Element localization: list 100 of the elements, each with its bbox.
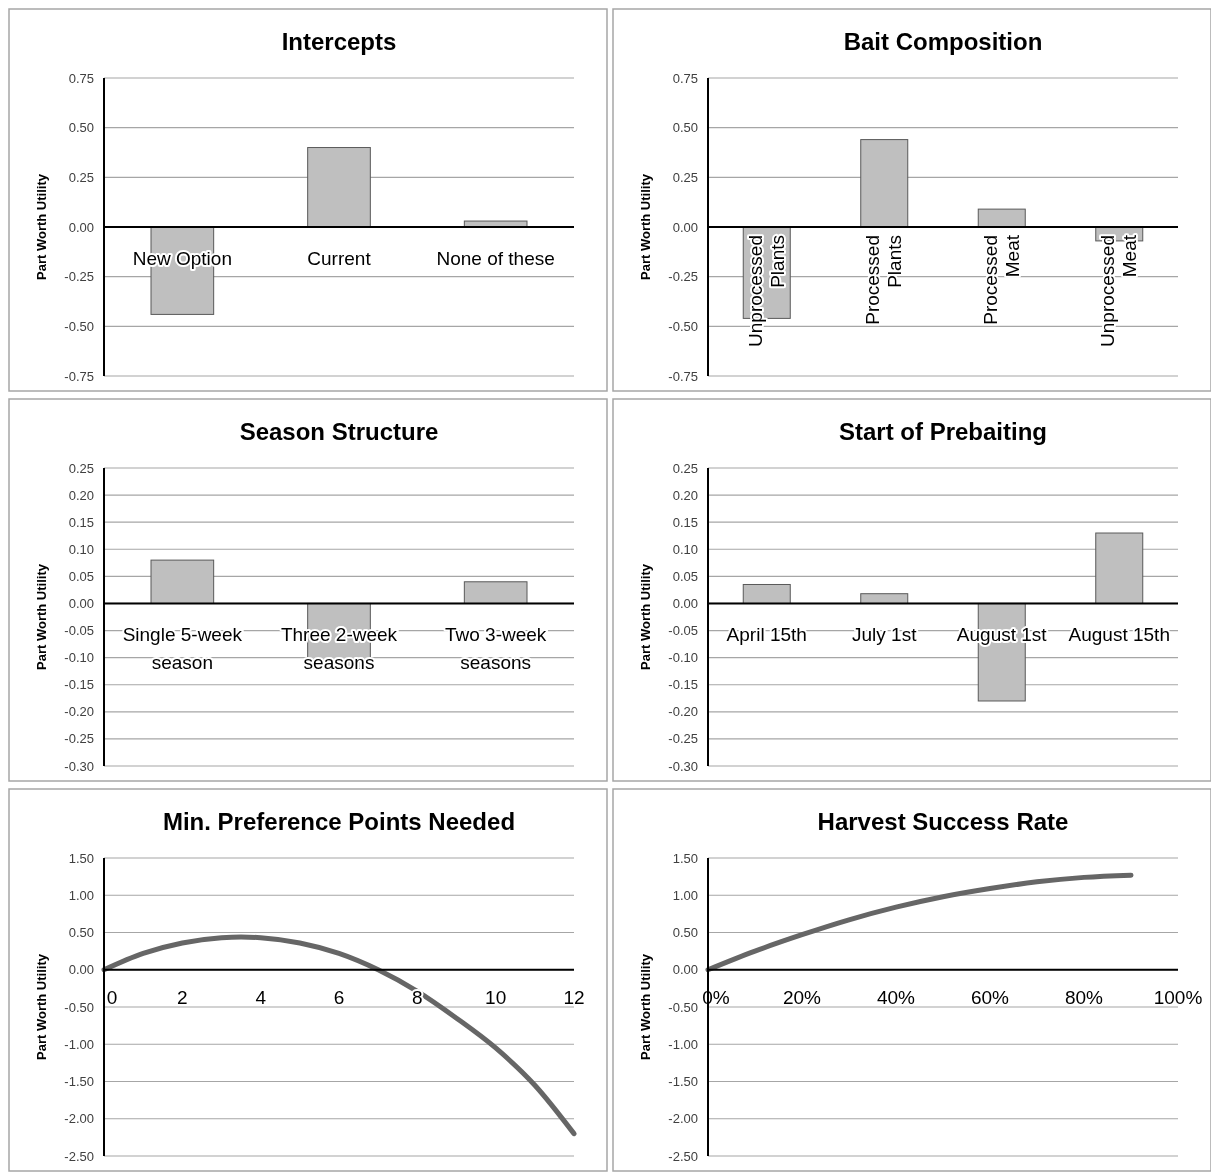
y-tick-label: 0.05: [68, 568, 94, 584]
y-tick-label: 1.50: [68, 850, 94, 866]
y-tick-label: 0.00: [68, 596, 94, 611]
y-axis-title: Part Worth Utility: [638, 173, 653, 280]
x-tick-label: 100%: [1153, 986, 1203, 1008]
y-tick-label: 0.25: [68, 169, 94, 185]
y-tick-label: 0.00: [672, 962, 698, 978]
x-tick-label: April 15th: [726, 624, 807, 646]
y-tick-label: -0.25: [64, 731, 94, 747]
y-tick-label: -0.15: [64, 677, 94, 693]
y-tick-label: 0.50: [672, 925, 698, 941]
chart-title: Start of Prebaiting: [838, 418, 1048, 445]
y-tick-label: -0.30: [668, 758, 698, 774]
y-axis-title: Part Worth Utility: [34, 953, 49, 1060]
x-tick-label: 10: [485, 986, 507, 1008]
y-tick-label: 0.75: [68, 70, 94, 86]
y-tick-label: -0.20: [668, 704, 698, 720]
y-tick-label: -0.75: [668, 368, 698, 384]
chart-title: Bait Composition: [843, 28, 1043, 55]
y-tick-label: 1.50: [672, 850, 698, 866]
x-tick-label: 8: [412, 986, 423, 1008]
y-tick-label: 0.25: [672, 460, 698, 476]
y-tick-label: 1.00: [68, 887, 94, 903]
y-tick-label: -0.50: [64, 999, 94, 1015]
y-axis-title: Part Worth Utility: [638, 563, 653, 670]
x-tick-label: Three 2-week seasons: [280, 624, 398, 674]
y-tick-label: 0.10: [68, 541, 94, 557]
bar: [150, 559, 215, 604]
y-tick-label: 0.50: [68, 120, 94, 136]
x-tick-label: August 1st: [956, 624, 1048, 646]
x-tick-label: 60%: [970, 986, 1010, 1008]
y-tick-label: 0.25: [68, 460, 94, 476]
y-tick-label: -0.10: [668, 650, 698, 666]
y-axis-title: Part Worth Utility: [34, 563, 49, 670]
y-tick-label: 0.00: [672, 219, 698, 235]
y-tick-label: -0.05: [668, 623, 698, 639]
bar: [977, 208, 1026, 228]
x-tick-label: 6: [333, 986, 345, 1008]
y-tick-label: 0.50: [672, 120, 698, 136]
y-tick-label: -2.50: [668, 1148, 698, 1164]
y-tick-label: -2.50: [64, 1148, 94, 1164]
chart-title: Harvest Success Rate: [817, 808, 1069, 835]
y-tick-label: -0.15: [668, 677, 698, 693]
y-tick-label: -1.50: [64, 1074, 94, 1090]
x-tick-label: None of these: [436, 248, 555, 269]
x-tick-label: 12: [563, 986, 585, 1008]
y-tick-label: 0.05: [672, 568, 698, 584]
y-tick-label: 0.00: [68, 219, 94, 235]
y-tick-label: 1.00: [672, 887, 698, 903]
y-tick-label: -1.00: [64, 1036, 94, 1052]
y-axis-title: Part Worth Utility: [638, 953, 653, 1060]
bar: [860, 139, 909, 228]
y-tick-label: -0.25: [64, 269, 94, 285]
y-tick-label: -0.50: [668, 999, 698, 1015]
x-tick-label: Processed Plants: [862, 235, 906, 325]
x-tick-label: Current: [307, 248, 372, 269]
y-tick-label: 0.15: [68, 514, 94, 530]
bar: [307, 147, 371, 228]
x-tick-label: 4: [255, 986, 267, 1008]
y-tick-label: 0.20: [672, 487, 698, 503]
bar: [463, 581, 528, 604]
x-tick-label: August 15th: [1068, 624, 1170, 646]
x-tick-label: 20%: [782, 986, 822, 1008]
bar: [1095, 532, 1144, 604]
y-tick-label: -0.50: [668, 318, 698, 334]
y-tick-label: -0.05: [64, 623, 94, 639]
y-tick-label: -1.00: [668, 1036, 698, 1052]
y-tick-label: -2.00: [668, 1111, 698, 1127]
y-tick-label: 0.25: [672, 169, 698, 185]
y-axis-title: Part Worth Utility: [34, 173, 49, 280]
y-tick-label: -0.50: [64, 318, 94, 334]
x-tick-label: July 1st: [852, 624, 918, 646]
y-tick-label: 0.20: [68, 487, 94, 503]
y-tick-label: 0.00: [68, 962, 94, 978]
y-tick-label: -0.75: [64, 368, 94, 384]
y-tick-label: 0.00: [672, 596, 698, 611]
y-tick-label: 0.10: [672, 541, 698, 557]
chart-title: Season Structure: [239, 418, 439, 445]
y-tick-label: -0.25: [668, 269, 698, 285]
y-tick-label: -0.30: [64, 758, 94, 774]
chart-title: Min. Preference Points Needed: [162, 808, 516, 835]
y-tick-label: -0.20: [64, 704, 94, 720]
x-tick-label: 0: [106, 986, 118, 1008]
chart-title: Intercepts: [281, 28, 397, 55]
x-tick-label: Unprocessed Meat: [1097, 234, 1141, 347]
y-tick-label: -0.10: [64, 650, 94, 666]
y-tick-label: -0.25: [668, 731, 698, 747]
bar: [742, 583, 791, 604]
x-tick-label: New Option: [132, 248, 232, 269]
x-tick-label: Processed Meat: [979, 234, 1023, 325]
x-tick-label: Unprocessed Plants: [744, 235, 788, 347]
x-tick-label: Single 5-week season: [122, 624, 243, 674]
y-tick-label: 0.75: [672, 70, 698, 86]
x-tick-label: 80%: [1064, 986, 1104, 1008]
x-tick-label: 40%: [876, 986, 916, 1008]
y-tick-label: -2.00: [64, 1111, 94, 1127]
y-tick-label: 0.15: [672, 514, 698, 530]
x-tick-label: Two 3-week seasons: [444, 624, 547, 674]
x-tick-label: 2: [177, 986, 188, 1008]
y-tick-label: -1.50: [668, 1074, 698, 1090]
